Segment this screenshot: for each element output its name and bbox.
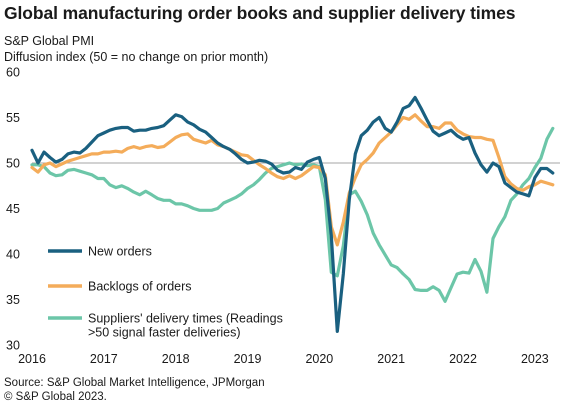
y-tick-label: 55: [6, 111, 20, 125]
x-axis-ticks: 2016 2017 2018 2019 2020 2021 2022 2023: [18, 352, 549, 366]
x-tick-label: 2021: [377, 352, 405, 366]
x-tick-label: 2019: [234, 352, 262, 366]
y-axis-label: Diffusion index (50 = no change on prior…: [4, 50, 269, 64]
y-tick-label: 40: [6, 248, 20, 262]
x-tick-label: 2017: [90, 352, 118, 366]
x-tick-label: 2018: [162, 352, 190, 366]
x-tick-label: 2020: [305, 352, 333, 366]
legend-label: Suppliers' delivery times (Readings >50 s…: [88, 312, 283, 340]
y-tick-label: 35: [6, 293, 20, 307]
legend-label: New orders: [88, 245, 152, 259]
x-tick-label: 2016: [18, 352, 46, 366]
y-axis-ticks: 30 35 40 45 50 55 60: [6, 66, 20, 353]
legend-label: Backlogs of orders: [88, 280, 192, 294]
series-lines: [30, 95, 555, 333]
source-note: Source: S&P Global Market Intelligence, …: [4, 377, 265, 389]
y-tick-label: 60: [6, 66, 20, 80]
y-tick-label: 50: [6, 157, 20, 171]
y-tick-label: 30: [6, 339, 20, 353]
x-tick-label: 2023: [521, 352, 549, 366]
backlogs-line: [30, 113, 555, 247]
delivery-times-line: [30, 126, 555, 303]
copyright-note: © S&P Global 2023.: [4, 391, 107, 403]
chart-subtitle: S&P Global PMI: [4, 34, 95, 48]
y-tick-label: 45: [6, 202, 20, 216]
chart-title: Global manufacturing order books and sup…: [4, 3, 516, 23]
new-orders-line: [30, 95, 555, 333]
legend: New orders Backlogs of orders Suppliers' d…: [48, 245, 283, 340]
x-tick-label: 2022: [449, 352, 477, 366]
